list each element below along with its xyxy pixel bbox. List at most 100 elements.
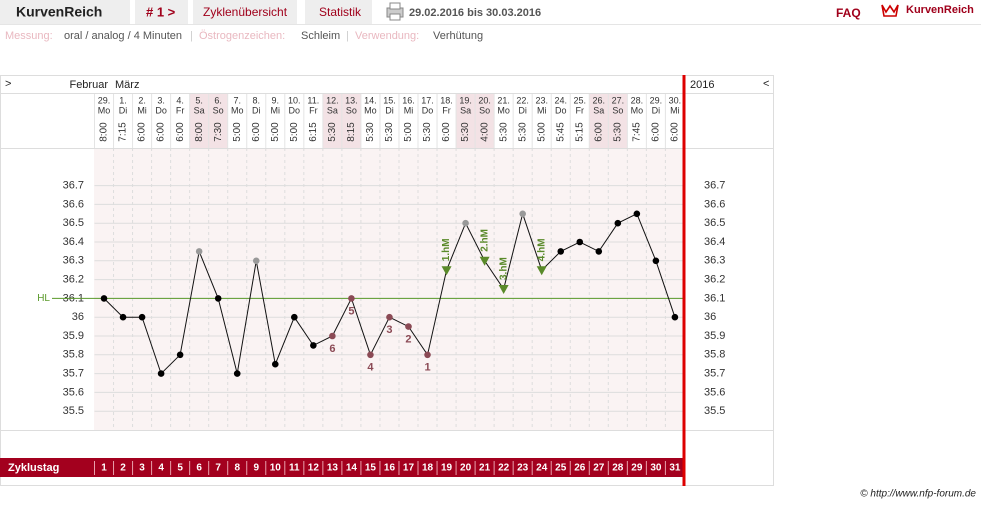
- point-label: 3.hM: [498, 257, 509, 280]
- time-label: 7:45: [631, 122, 642, 142]
- temperature-point: [233, 370, 241, 377]
- nav-left[interactable]: >: [5, 78, 11, 90]
- coverline-label: HL: [37, 293, 50, 304]
- weekday-label: Mi: [271, 105, 281, 115]
- tab[interactable]: Statistik: [319, 5, 362, 19]
- weekday-label: So: [213, 105, 224, 115]
- date-label: 11.: [307, 95, 319, 105]
- weekday-label: Do: [555, 105, 567, 115]
- y-tick-label: 36.2: [704, 274, 725, 286]
- date-label: 17.: [421, 95, 434, 105]
- temperature-point: [367, 351, 374, 359]
- date-label: 1.: [119, 95, 127, 105]
- y-tick-label: 36.1: [704, 292, 725, 304]
- temperature-point: [100, 295, 108, 302]
- cycle-day: 8: [234, 463, 240, 474]
- logo-icon: [881, 4, 899, 17]
- setting-label: Verwendung:: [355, 30, 419, 42]
- y-tick-label: 36.4: [63, 236, 84, 248]
- cycle-day: 6: [196, 463, 202, 474]
- cycle-day: 29: [631, 463, 643, 474]
- row-label: Zyklustag: [8, 462, 59, 474]
- temperature-point: [252, 257, 260, 265]
- cycle-day: 2: [120, 463, 126, 474]
- point-label: 4: [367, 362, 374, 374]
- date-label: 13.: [345, 95, 358, 105]
- time-label: 5:30: [612, 122, 623, 142]
- date-label: 14.: [364, 95, 377, 105]
- cycle-day: 1: [101, 463, 107, 474]
- date-label: 16.: [402, 95, 415, 105]
- time-label: 8:00: [99, 122, 110, 142]
- date-label: 8.: [252, 95, 260, 105]
- date-label: 10.: [288, 95, 301, 105]
- cycle-day: 11: [289, 463, 300, 474]
- cycle-day: 30: [650, 463, 662, 474]
- month-label: Februar: [69, 79, 108, 91]
- cycle-nav[interactable]: # 1 >: [146, 4, 176, 19]
- logo-text: KurvenReich: [906, 4, 974, 16]
- time-label: 5:00: [289, 122, 300, 142]
- weekday-label: Sa: [460, 105, 471, 115]
- month-label: März: [115, 79, 139, 91]
- weekday-label: Mo: [497, 105, 510, 115]
- y-tick-label: 35.9: [704, 330, 725, 342]
- cycle-day: 15: [365, 463, 377, 474]
- tab[interactable]: Zyklenübersicht: [203, 5, 288, 19]
- weekend-shade: [189, 94, 209, 148]
- time-label: 6:00: [670, 122, 681, 142]
- weekday-label: Mi: [670, 105, 680, 115]
- cycle-day: 4: [158, 463, 164, 474]
- date-label: 24.: [554, 95, 567, 105]
- weekday-label: Di: [385, 105, 394, 115]
- cycle-day: 24: [536, 463, 548, 474]
- cycle-day: 14: [346, 463, 358, 474]
- weekday-label: Di: [518, 105, 527, 115]
- weekday-label: Mi: [537, 105, 547, 115]
- temperature-point: [671, 313, 679, 321]
- time-label: 7:15: [118, 122, 129, 142]
- time-label: 5:00: [536, 122, 547, 142]
- y-tick-label: 35.8: [63, 349, 84, 361]
- y-tick-label: 36.7: [704, 180, 725, 192]
- time-label: 5:30: [384, 122, 395, 142]
- time-label: 5:30: [517, 122, 528, 142]
- cycle-day: 7: [215, 463, 221, 474]
- date-label: 29.: [650, 95, 663, 105]
- app-title[interactable]: KurvenReich: [16, 4, 102, 20]
- point-label: 1.hM: [441, 238, 452, 261]
- weekend-shade: [589, 94, 609, 148]
- setting-value: oral / analog / 4 Minuten: [64, 30, 182, 42]
- printer-icon[interactable]: [386, 2, 404, 21]
- y-tick-label: 35.7: [63, 368, 84, 380]
- separator: |: [346, 30, 349, 42]
- date-label: 27.: [612, 95, 625, 105]
- cycle-day: 10: [270, 463, 282, 474]
- date-label: 3.: [157, 95, 165, 105]
- date-label: 29.: [98, 95, 111, 105]
- y-tick-label: 36.3: [63, 255, 84, 267]
- date-label: 4.: [176, 95, 184, 105]
- faq-link[interactable]: FAQ: [836, 6, 861, 20]
- date-label: 19.: [459, 95, 472, 105]
- weekday-label: Sa: [327, 105, 338, 115]
- cycle-day: 25: [555, 463, 567, 474]
- time-label: 6:00: [651, 122, 662, 142]
- date-label: 5.: [195, 95, 203, 105]
- weekday-label: So: [479, 105, 490, 115]
- nav-right[interactable]: <: [763, 78, 769, 90]
- weekday-label: So: [346, 105, 357, 115]
- time-label: 4:00: [479, 122, 490, 142]
- date-label: 2.: [138, 95, 146, 105]
- weekday-label: So: [612, 105, 623, 115]
- date-label: 18.: [440, 95, 453, 105]
- weekday-label: Mo: [231, 105, 244, 115]
- weekday-label: Do: [155, 105, 167, 115]
- cycle-day: 18: [422, 463, 434, 474]
- temperature-point: [119, 313, 127, 321]
- weekday-label: Mo: [98, 105, 111, 115]
- time-label: 6:00: [175, 122, 186, 142]
- y-tick-label: 36: [704, 311, 716, 323]
- cycle-day: 5: [177, 463, 183, 474]
- cycle-day: 26: [574, 463, 586, 474]
